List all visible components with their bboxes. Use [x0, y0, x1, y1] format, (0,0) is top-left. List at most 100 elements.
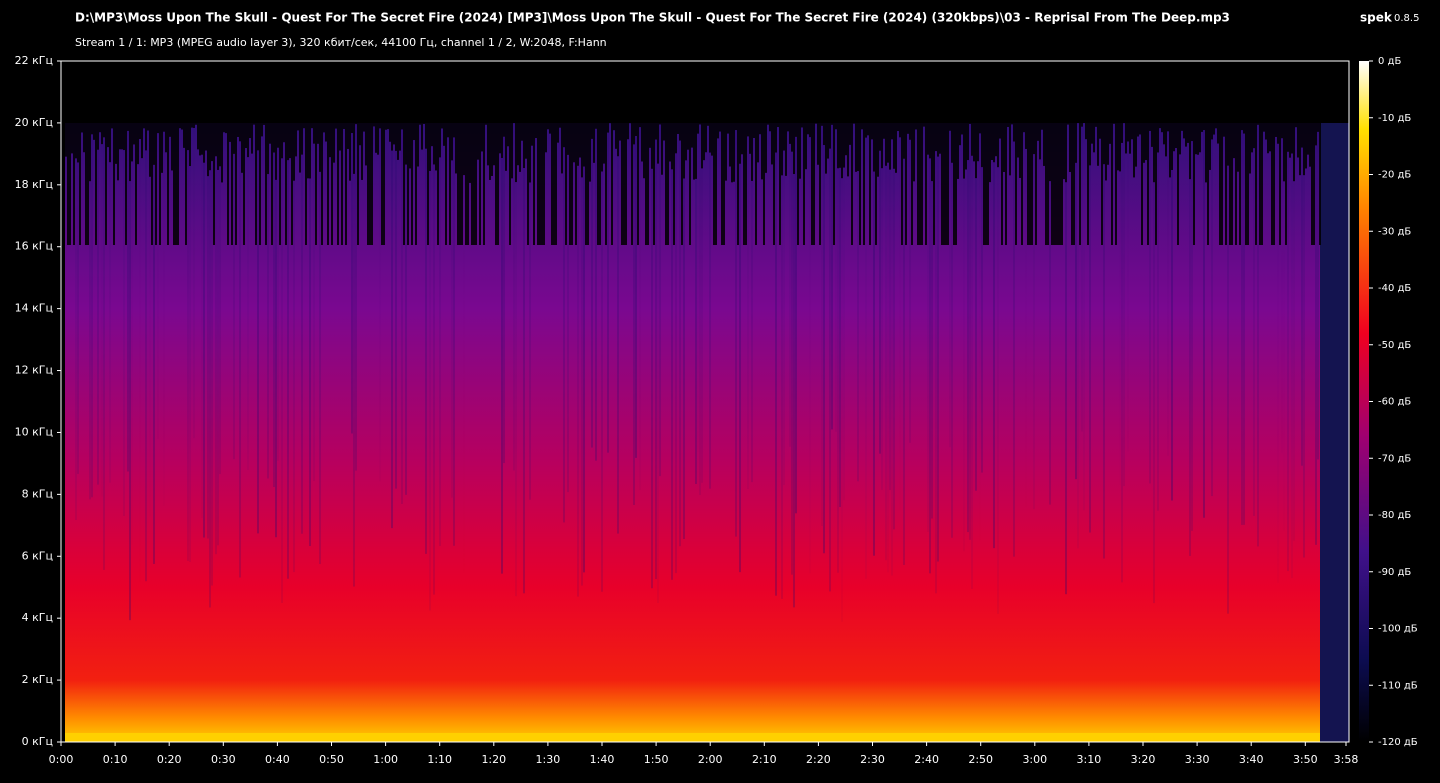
texture	[1287, 123, 1289, 152]
texture	[223, 123, 225, 133]
texture	[267, 174, 269, 479]
texture	[227, 123, 229, 245]
texture	[733, 123, 735, 182]
x-tick-label: 3:30	[1185, 753, 1210, 766]
texture	[789, 143, 791, 447]
texture	[199, 123, 201, 156]
texture	[89, 181, 91, 500]
texture	[453, 137, 455, 546]
texture	[385, 123, 387, 130]
texture	[93, 123, 95, 140]
texture	[1023, 123, 1025, 133]
texture	[1157, 152, 1159, 511]
texture	[703, 123, 705, 161]
texture	[595, 123, 597, 129]
texture	[431, 123, 433, 147]
texture	[995, 123, 997, 157]
texture	[1051, 123, 1053, 245]
texture	[605, 123, 607, 245]
texture	[147, 123, 149, 131]
texture	[1319, 123, 1321, 245]
texture	[617, 156, 619, 534]
texture	[701, 123, 703, 169]
texture	[679, 123, 681, 141]
texture	[1193, 123, 1195, 245]
texture	[451, 123, 453, 161]
texture	[405, 164, 407, 495]
texture	[727, 123, 729, 134]
x-tick-label: 0:10	[103, 753, 128, 766]
texture	[835, 129, 837, 432]
texture	[985, 123, 987, 245]
texture	[287, 160, 289, 579]
texture	[165, 123, 167, 153]
texture	[77, 123, 79, 163]
texture	[747, 136, 749, 489]
texture	[1223, 123, 1225, 137]
x-tick-label: 1:50	[644, 753, 669, 766]
y-tick-label: 4 кГц	[22, 611, 53, 624]
colorbar-label: -120 дБ	[1378, 737, 1418, 748]
texture	[153, 123, 155, 165]
texture	[543, 123, 545, 245]
texture	[971, 123, 973, 156]
x-tick-label: 1:00	[373, 753, 398, 766]
texture	[187, 123, 189, 151]
texture	[1171, 123, 1173, 170]
texture	[889, 169, 891, 491]
texture	[547, 123, 549, 130]
texture	[709, 123, 711, 153]
texture	[201, 123, 203, 155]
colorbar-label: -50 дБ	[1378, 340, 1411, 351]
texture	[399, 123, 401, 151]
texture	[429, 170, 431, 611]
texture	[1067, 123, 1069, 125]
texture	[641, 123, 643, 162]
texture	[1257, 123, 1259, 125]
texture	[1065, 123, 1067, 183]
texture	[893, 123, 895, 169]
texture	[567, 123, 569, 155]
texture	[249, 123, 251, 139]
texture	[497, 123, 499, 245]
texture	[947, 123, 949, 245]
texture	[1109, 123, 1111, 144]
texture	[1195, 123, 1197, 155]
texture	[939, 123, 941, 154]
texture	[647, 123, 649, 245]
texture	[731, 123, 733, 183]
texture	[525, 123, 527, 159]
texture	[697, 134, 699, 453]
texture	[967, 160, 969, 533]
texture	[425, 123, 427, 149]
texture	[339, 123, 341, 151]
texture	[351, 133, 353, 434]
texture	[425, 148, 427, 554]
texture	[1257, 124, 1259, 547]
texture	[937, 156, 939, 562]
texture	[601, 123, 603, 172]
texture	[841, 178, 843, 622]
texture	[661, 123, 663, 175]
texture	[795, 123, 797, 137]
texture	[927, 154, 929, 532]
texture	[1177, 123, 1179, 245]
texture	[507, 123, 509, 147]
texture	[623, 123, 625, 245]
texture	[281, 158, 283, 604]
texture	[877, 123, 879, 177]
texture	[123, 123, 125, 151]
texture	[815, 123, 817, 124]
texture	[573, 123, 575, 163]
x-tick-label: 1:10	[427, 753, 452, 766]
texture	[1043, 123, 1045, 166]
texture	[1155, 123, 1157, 245]
texture	[785, 123, 787, 176]
texture	[929, 158, 931, 574]
texture	[289, 123, 291, 159]
texture	[839, 123, 841, 168]
texture	[775, 123, 777, 153]
texture	[791, 123, 793, 152]
texture	[633, 144, 635, 505]
colorbar-label: -70 дБ	[1378, 453, 1411, 464]
